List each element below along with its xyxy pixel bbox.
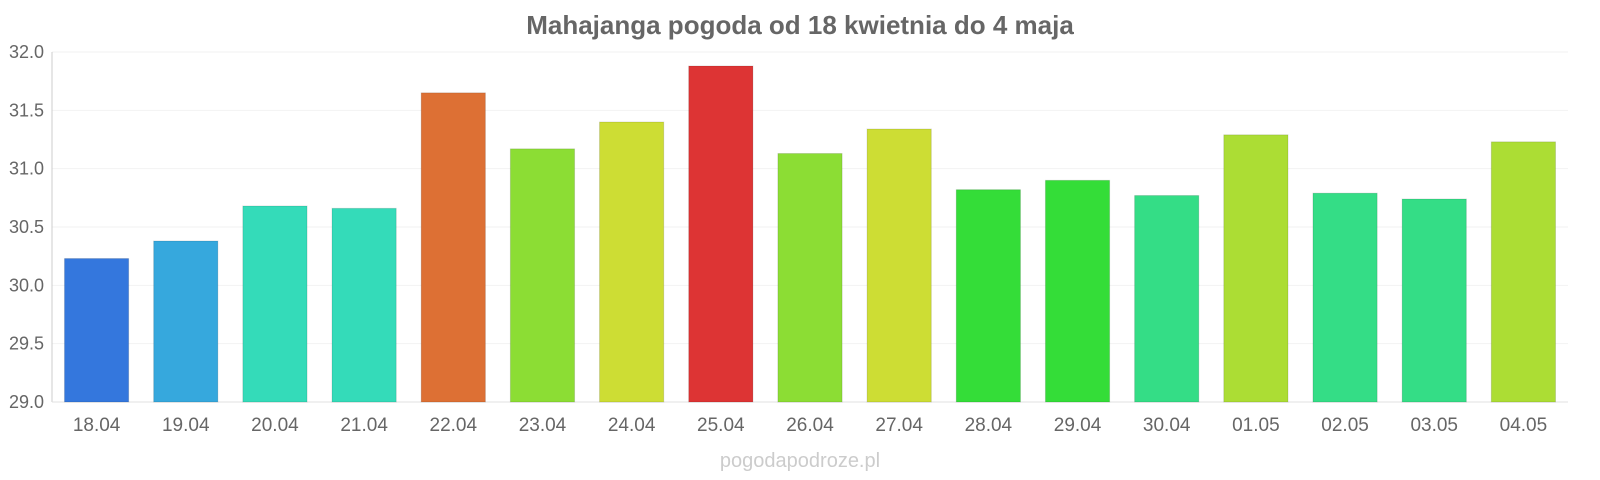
bar	[777, 153, 843, 403]
bar	[1312, 192, 1378, 403]
bar	[955, 189, 1021, 403]
x-tick-label: 22.04	[430, 415, 478, 436]
y-tick-label: 30.0	[9, 275, 44, 295]
x-tick-label: 21.04	[340, 415, 388, 436]
bar	[1490, 141, 1557, 403]
x-tick-label: 24.04	[608, 415, 656, 436]
bar	[331, 207, 397, 403]
x-tick-label: 03.05	[1410, 415, 1458, 436]
x-tick-label: 25.04	[697, 415, 745, 436]
bar	[420, 92, 486, 403]
bar	[1134, 195, 1200, 403]
x-tick-label: 19.04	[162, 415, 210, 436]
x-tick-label: 02.05	[1321, 415, 1369, 436]
bar	[1401, 198, 1467, 403]
y-tick-label: 29.0	[9, 392, 44, 412]
x-tick-label: 04.05	[1500, 415, 1548, 436]
x-tick-label: 20.04	[251, 415, 299, 436]
bar	[599, 121, 665, 403]
x-tick-label: 18.04	[73, 415, 121, 436]
x-axis-ticks: 18.04 19.04 20.04 21.04 22.04 23.04 24.04 25.04…	[73, 415, 1547, 436]
x-tick-label: 28.04	[965, 415, 1013, 436]
x-tick-label: 01.05	[1232, 415, 1280, 436]
chart-title: Mahajanga pogoda od 18 kwietnia do 4 maj…	[526, 10, 1074, 40]
bar	[688, 65, 754, 403]
y-tick-label: 32.0	[9, 42, 44, 62]
y-axis-ticks: 29.0 29.5 30.0 30.5 31.0 31.5 32.0	[9, 42, 44, 412]
bar	[1223, 134, 1289, 403]
y-tick-label: 31.0	[9, 159, 44, 179]
x-tick-label: 23.04	[519, 415, 567, 436]
x-tick-label: 30.04	[1143, 415, 1191, 436]
watermark: pogodapodroze.pl	[719, 450, 881, 472]
bar	[1044, 179, 1111, 403]
y-tick-label: 29.5	[9, 334, 44, 354]
x-tick-label: 29.04	[1054, 415, 1102, 436]
y-tick-label: 31.5	[9, 100, 44, 120]
bar	[866, 128, 932, 403]
bars	[63, 65, 1557, 403]
bar	[63, 258, 130, 403]
bar	[509, 148, 576, 403]
x-tick-label: 27.04	[875, 415, 923, 436]
x-tick-label: 26.04	[786, 415, 834, 436]
bar	[242, 205, 308, 403]
y-tick-label: 30.5	[9, 217, 44, 237]
bar	[153, 240, 219, 403]
